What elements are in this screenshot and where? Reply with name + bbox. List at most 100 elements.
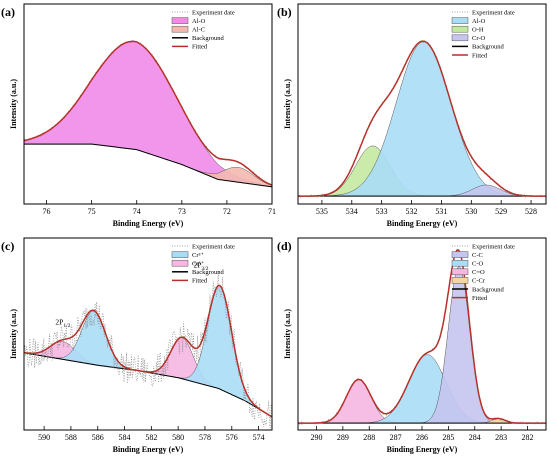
panel-2: 535 534 533 532 531 530 529 528 Binding Energy (… — [277, 3, 547, 228]
legend-label: Background — [192, 269, 225, 276]
legend-swatch — [171, 251, 189, 258]
legend-label: Experiment date — [192, 9, 235, 16]
x-tick-label: 576 — [226, 433, 238, 442]
legend-swatch — [451, 34, 469, 42]
x-tick-label: 582 — [145, 433, 157, 442]
legend-label: Cr⁶⁺ — [192, 261, 205, 268]
legend-swatch — [171, 17, 189, 24]
legend-swatch — [451, 25, 469, 33]
legend-label: C-C — [472, 252, 483, 259]
legend-label: Experiment date — [472, 243, 515, 250]
peak-annotation: 2P3/2 — [193, 260, 208, 272]
legend-label: Background — [472, 44, 505, 51]
legend-label: Fitted — [472, 295, 488, 302]
plot-frame — [297, 3, 547, 205]
x-axis-title: Binding Energy (eV) — [113, 445, 184, 454]
x-tick-label: 76 — [43, 207, 51, 216]
panel-3: 590 588 586 584 582 580 578 576 574 Binding Energ… — [1, 237, 273, 454]
x-tick-label: 584 — [119, 433, 131, 442]
panel-label: (b) — [277, 5, 292, 19]
x-tick-label: 586 — [92, 433, 104, 442]
legend-label: Fitted — [472, 52, 488, 59]
x-tick-label: 533 — [376, 207, 388, 216]
x-tick-label: 71 — [268, 207, 276, 216]
legend-label: O-H — [472, 27, 484, 34]
x-tick-label: 530 — [465, 207, 477, 216]
plot-area — [298, 40, 546, 199]
y-axis-title: Intensity (a.u.) — [283, 309, 292, 359]
plot-area — [298, 248, 546, 426]
fitted-line — [298, 249, 546, 424]
fitted-line — [298, 40, 546, 197]
plot-frame — [23, 237, 273, 431]
background-line — [24, 143, 272, 188]
x-axis-title: Binding Energy (eV) — [113, 219, 184, 228]
legend-swatch — [451, 268, 469, 276]
x-tick-label: 590 — [38, 433, 50, 442]
legend-swatch — [171, 25, 189, 33]
x-axis-title: Binding Energy (eV) — [387, 219, 458, 228]
legend-swatch — [451, 17, 469, 24]
x-tick-label: 529 — [495, 207, 507, 216]
fitted-line — [24, 284, 272, 418]
legend-swatch — [171, 259, 189, 267]
legend-swatch — [451, 259, 469, 267]
legend-label: Fitted — [192, 278, 208, 285]
x-tick-label: 282 — [522, 433, 534, 442]
y-axis-title: Intensity (a.u.) — [9, 79, 18, 129]
x-tick-label: 288 — [363, 433, 375, 442]
legend-label: Background — [472, 286, 505, 293]
x-axis-title: Binding Energy (eV) — [387, 445, 458, 454]
x-tick-label: 72 — [223, 207, 231, 216]
x-tick-label: 588 — [65, 433, 77, 442]
panel-label: (c) — [1, 239, 14, 253]
legend-label: Al-C — [192, 27, 205, 34]
x-tick-label: 283 — [495, 433, 507, 442]
x-tick-label: 531 — [435, 207, 447, 216]
panel-1: 76 75 74 73 72 71 Binding Energy (eV) Intensity… — [1, 3, 276, 228]
y-axis-title: Intensity (a.u.) — [9, 309, 18, 359]
panel-label: (d) — [277, 239, 292, 253]
x-tick-label: 74 — [133, 207, 141, 216]
x-tick-label: 535 — [316, 207, 328, 216]
plot-frame — [23, 3, 273, 205]
component-c-o-1 — [298, 354, 546, 424]
panel-label: (a) — [1, 5, 15, 19]
y-axis-title: Intensity (a.u.) — [283, 79, 292, 129]
component-al-o-1 — [298, 41, 546, 197]
x-tick-label: 580 — [172, 433, 184, 442]
legend-label: C-Cr — [472, 278, 486, 285]
legend-label: C-O — [472, 261, 484, 268]
legend-label: Experiment date — [472, 9, 515, 16]
legend-swatch — [451, 277, 469, 284]
fitted-line — [24, 40, 272, 186]
x-tick-label: 534 — [346, 207, 358, 216]
legend-label: Cr-O — [472, 35, 486, 42]
plot-area — [24, 39, 272, 188]
x-tick-label: 532 — [406, 207, 418, 216]
x-tick-label: 578 — [199, 433, 211, 442]
x-tick-label: 289 — [337, 433, 349, 442]
peak-annotation: 2P1/2 — [55, 317, 70, 329]
legend-label: Cr³⁺ — [192, 252, 204, 259]
legend-label: Al-O — [472, 18, 486, 25]
x-tick-label: 287 — [390, 433, 402, 442]
x-tick-label: 285 — [442, 433, 454, 442]
x-tick-label: 574 — [253, 433, 265, 442]
legend-label: Fitted — [192, 44, 208, 51]
plot-area — [24, 270, 272, 428]
x-tick-label: 528 — [525, 207, 537, 216]
legend-label: Al-O — [192, 18, 206, 25]
x-tick-label: 286 — [416, 433, 428, 442]
legend-label: C=O — [472, 269, 485, 276]
x-tick-label: 75 — [88, 207, 96, 216]
x-tick-label: 290 — [310, 433, 322, 442]
panel-4: 290 289 288 287 286 285 284 283 282 Binding Energ… — [277, 237, 547, 454]
x-tick-label: 73 — [178, 207, 186, 216]
legend-label: Experiment date — [192, 243, 235, 250]
legend: Experiment date Al-O O-HCr-O BackgroundFitt… — [451, 9, 515, 59]
x-tick-label: 284 — [469, 433, 481, 442]
